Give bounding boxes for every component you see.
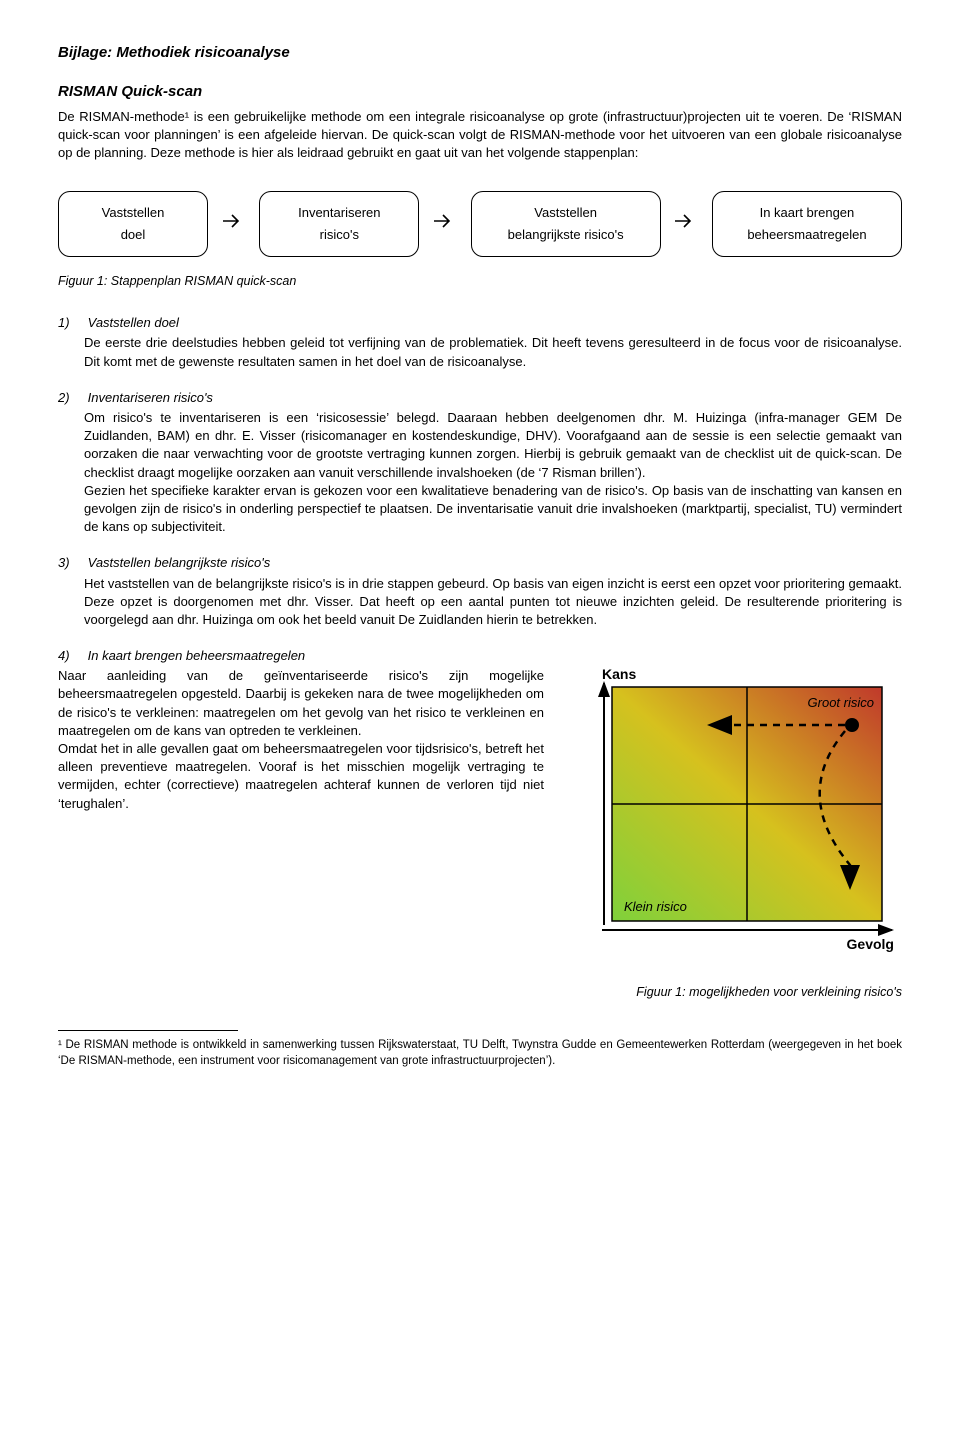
flow-arrow-1: [219, 213, 249, 234]
page-title: Bijlage: Methodiek risicoanalyse: [58, 42, 902, 63]
section-4-body: Naar aanleiding van de geïnventariseerde…: [58, 667, 544, 813]
flow-box-1-line1: Vaststellen: [102, 205, 165, 220]
section-1-head: Vaststellen doel: [88, 315, 179, 330]
footnote-rule: [58, 1030, 238, 1031]
flow-diagram: Vaststellen doel Inventariseren risico's…: [58, 191, 902, 257]
flow-box-2: Inventariseren risico's: [259, 191, 419, 257]
flow-box-3-line2: belangrijkste risico's: [508, 227, 624, 242]
section-4: 4) In kaart brengen beheersmaatregelen N…: [58, 647, 902, 1002]
flow-caption: Figuur 1: Stappenplan RISMAN quick-scan: [58, 273, 902, 291]
flow-arrow-3: [671, 213, 701, 234]
intro-paragraph: De RISMAN-methode¹ is een gebruikelijke …: [58, 108, 902, 163]
flow-box-3-line1: Vaststellen: [534, 205, 597, 220]
section-1: 1) Vaststellen doel De eerste drie deels…: [58, 314, 902, 371]
flow-arrow-2: [430, 213, 460, 234]
chart-label-groot: Groot risico: [808, 695, 874, 710]
flow-box-3: Vaststellen belangrijkste risico's: [471, 191, 661, 257]
footnote-text: ¹ De RISMAN methode is ontwikkeld in sam…: [58, 1037, 902, 1069]
flow-box-2-line1: Inventariseren: [298, 205, 380, 220]
section-3: 3) Vaststellen belangrijkste risico's He…: [58, 554, 902, 629]
risk-chart-wrap: Kans Groot risico Klein risico: [562, 665, 902, 1002]
chart-label-klein: Klein risico: [624, 899, 687, 914]
chart-x-label: Gevolg: [847, 936, 894, 952]
flow-box-4-line2: beheersmaatregelen: [747, 227, 866, 242]
section-4-num: 4): [58, 647, 84, 665]
chart-risk-point: [845, 718, 859, 732]
section-3-body: Het vaststellen van de belangrijkste ris…: [58, 575, 902, 630]
section-3-head: Vaststellen belangrijkste risico's: [88, 555, 271, 570]
numbered-sections: 1) Vaststellen doel De eerste drie deels…: [58, 314, 902, 1002]
section-1-body: De eerste drie deelstudies hebben geleid…: [58, 334, 902, 370]
flow-box-4: In kaart brengen beheersmaatregelen: [712, 191, 902, 257]
risk-matrix-chart: Kans Groot risico Klein risico: [562, 665, 902, 965]
flow-box-2-line2: risico's: [320, 227, 359, 242]
flow-box-1: Vaststellen doel: [58, 191, 208, 257]
flow-box-4-line1: In kaart brengen: [760, 205, 855, 220]
flow-box-1-line2: doel: [121, 227, 146, 242]
section-2: 2) Inventariseren risico's Om risico's t…: [58, 389, 902, 537]
section-2-head: Inventariseren risico's: [88, 390, 213, 405]
chart-caption: Figuur 1: mogelijkheden voor verkleining…: [562, 984, 902, 1002]
section-2-body: Om risico's te inventariseren is een ‘ri…: [58, 409, 902, 536]
section-1-num: 1): [58, 314, 84, 332]
section-2-num: 2): [58, 389, 84, 407]
chart-y-label: Kans: [602, 666, 636, 682]
section-subtitle: RISMAN Quick-scan: [58, 81, 902, 102]
section-3-num: 3): [58, 554, 84, 572]
section-4-head: In kaart brengen beheersmaatregelen: [88, 648, 306, 663]
